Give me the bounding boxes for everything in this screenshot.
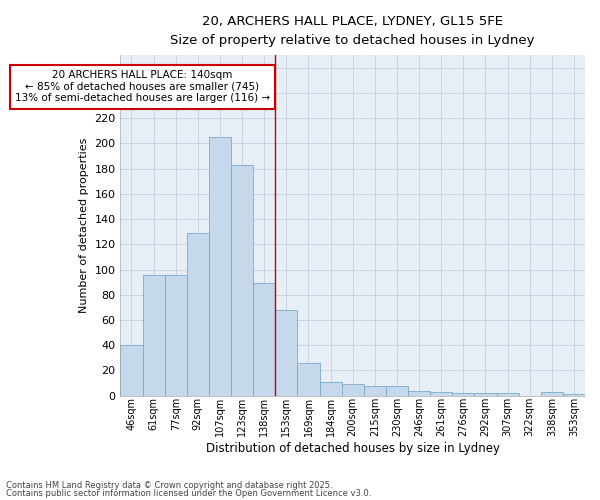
Bar [231,165,253,396]
Bar [209,137,231,396]
Text: 20 ARCHERS HALL PLACE: 140sqm
← 85% of detached houses are smaller (745)
13% of : 20 ARCHERS HALL PLACE: 140sqm ← 85% of d… [15,70,270,103]
Text: Contains HM Land Registry data © Crown copyright and database right 2025.: Contains HM Land Registry data © Crown c… [6,481,332,490]
Text: Contains public sector information licensed under the Open Government Licence v3: Contains public sector information licen… [6,488,371,498]
Bar [253,284,275,396]
Bar [187,233,209,396]
Bar [341,384,364,396]
Bar [563,394,585,396]
Bar [430,392,452,396]
Bar [320,382,341,396]
Bar [497,393,518,396]
Title: 20, ARCHERS HALL PLACE, LYDNEY, GL15 5FE
Size of property relative to detached h: 20, ARCHERS HALL PLACE, LYDNEY, GL15 5FE… [170,15,535,47]
Bar [164,274,187,396]
Bar [364,386,386,396]
Bar [143,274,164,396]
Bar [541,392,563,396]
Bar [475,393,497,396]
Bar [408,390,430,396]
Bar [298,363,320,396]
Bar [121,345,143,396]
Bar [275,310,298,396]
X-axis label: Distribution of detached houses by size in Lydney: Distribution of detached houses by size … [206,442,500,455]
Y-axis label: Number of detached properties: Number of detached properties [79,138,89,313]
Bar [452,393,475,396]
Bar [386,386,408,396]
